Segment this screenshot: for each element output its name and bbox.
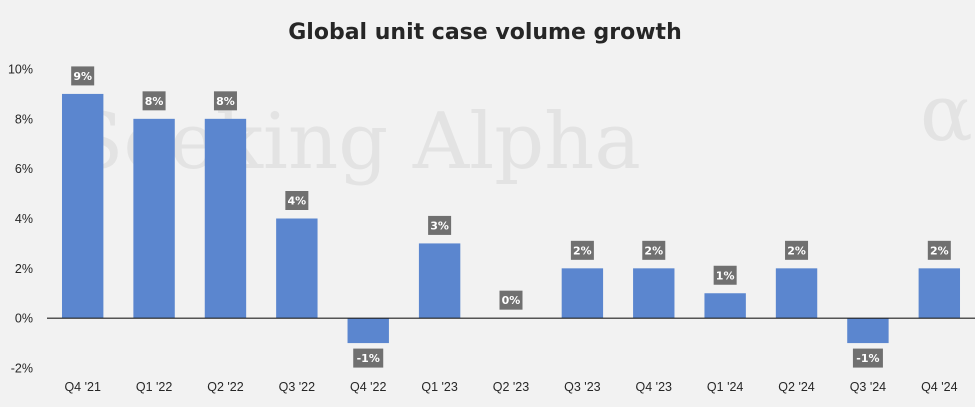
bar bbox=[133, 118, 175, 319]
data-label: -1% bbox=[856, 352, 879, 365]
bar bbox=[775, 268, 818, 319]
bar bbox=[347, 318, 389, 344]
bar bbox=[61, 93, 104, 319]
x-tick-label: Q2 '24 bbox=[778, 380, 814, 394]
x-tick-label: Q1 '22 bbox=[136, 380, 172, 394]
y-tick-label: 0% bbox=[15, 312, 33, 326]
x-tick-label: Q2 '22 bbox=[207, 380, 243, 394]
data-label: 2% bbox=[573, 244, 592, 257]
x-tick-label: Q4 '21 bbox=[64, 380, 100, 394]
data-label-box bbox=[353, 348, 384, 368]
y-axis-ticks: 10% 8% 6% 4% 2% 0% -2% bbox=[8, 63, 33, 376]
y-tick-label: 10% bbox=[8, 63, 33, 77]
bar bbox=[561, 268, 604, 319]
bar bbox=[918, 268, 961, 319]
data-label: 1% bbox=[716, 269, 735, 282]
data-label: 4% bbox=[288, 195, 307, 208]
data-label: 2% bbox=[930, 244, 949, 257]
x-tick-label: Q4 '22 bbox=[350, 380, 386, 394]
bar bbox=[204, 118, 247, 319]
y-tick-label: 8% bbox=[15, 112, 33, 126]
x-tick-label: Q4 '23 bbox=[636, 380, 672, 394]
x-axis-ticks: Q4 '21 Q1 '22 Q2 '22 Q3 '22 Q4 '22 Q1 '23 Q2 '… bbox=[64, 380, 957, 394]
y-tick-label: -2% bbox=[11, 362, 33, 376]
bar bbox=[704, 293, 746, 319]
data-label: 9% bbox=[73, 70, 92, 83]
data-label-box bbox=[499, 290, 523, 310]
data-label-box bbox=[71, 66, 95, 86]
data-label-box bbox=[785, 240, 809, 260]
data-label: 8% bbox=[216, 95, 235, 108]
data-label: 8% bbox=[145, 95, 164, 108]
y-tick-label: 6% bbox=[15, 162, 33, 176]
x-tick-label: Q3 '24 bbox=[850, 380, 886, 394]
x-tick-label: Q3 '22 bbox=[279, 380, 315, 394]
x-tick-label: Q3 '23 bbox=[564, 380, 600, 394]
data-label-box bbox=[852, 348, 883, 368]
x-tick-label: Q1 '24 bbox=[707, 380, 743, 394]
data-label: 2% bbox=[644, 244, 663, 257]
data-label: 0% bbox=[502, 294, 521, 307]
data-label-box bbox=[570, 240, 594, 260]
data-label-box bbox=[642, 240, 666, 260]
x-tick-label: Q1 '23 bbox=[421, 380, 457, 394]
bar bbox=[418, 243, 461, 319]
data-label: 2% bbox=[787, 244, 806, 257]
bar bbox=[847, 318, 889, 344]
data-label: -1% bbox=[357, 352, 380, 365]
data-label-box bbox=[285, 191, 309, 210]
data-label: 3% bbox=[430, 219, 449, 232]
data-label-box bbox=[428, 215, 452, 235]
bar bbox=[276, 218, 318, 319]
data-label-box bbox=[142, 91, 166, 111]
bars bbox=[61, 93, 961, 344]
watermark-alpha-symbol: α bbox=[920, 69, 973, 159]
bar bbox=[633, 268, 675, 319]
data-label-box bbox=[927, 240, 951, 260]
data-label-box bbox=[213, 91, 237, 111]
chart-title: Global unit case volume growth bbox=[288, 20, 682, 45]
y-tick-label: 2% bbox=[15, 262, 33, 276]
x-tick-label: Q2 '23 bbox=[493, 380, 529, 394]
x-tick-label: Q4 '24 bbox=[921, 380, 957, 394]
data-labels: 9% 8% 8% 4% -1% 3% 0% 2% 2% 1% 2% -1% 2% bbox=[71, 66, 951, 368]
data-label-box bbox=[713, 265, 737, 285]
y-tick-label: 4% bbox=[15, 212, 33, 226]
